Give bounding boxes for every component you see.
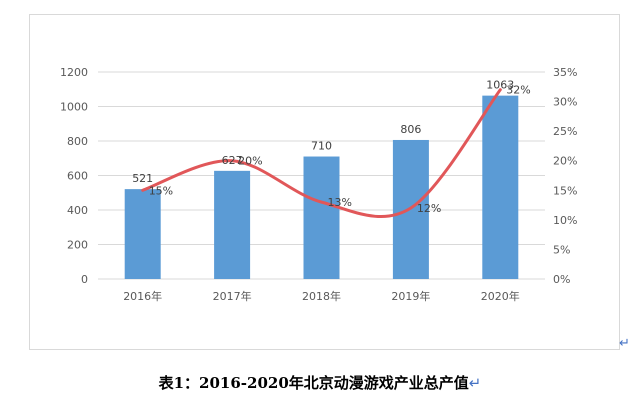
bar-data-label: 806: [400, 123, 421, 136]
x-tick-label: 2018年: [302, 289, 341, 303]
bar-data-label: 627: [222, 154, 243, 167]
combo-chart: 0 200 400 600 800 1000 1200 0% 5% 10% 15% 20% 25% 30%…: [60, 66, 577, 303]
chart-caption: 表1：2016-2020年北京动漫游戏产业总产值↵: [0, 372, 640, 393]
return-mark-icon: ↵: [468, 374, 482, 392]
growth-line: [141, 88, 502, 219]
y-tick-label: 600: [67, 170, 88, 183]
x-tick-label: 2020年: [481, 289, 520, 303]
y2-tick-label: 5%: [553, 243, 570, 256]
line-data-label: 32%: [506, 84, 530, 97]
y2-tick-label: 30%: [553, 96, 577, 109]
caption-text: 表1：2016-2020年北京动漫游戏产业总产值: [158, 374, 469, 392]
y-tick-label: 0: [81, 273, 88, 286]
y2-tick-label: 35%: [553, 66, 577, 79]
line-data-label: 12%: [417, 202, 441, 215]
y2-tick-label: 10%: [553, 214, 577, 227]
bar-data-label: 521: [132, 172, 153, 185]
line-data-label: 13%: [328, 196, 352, 209]
bar: [214, 170, 251, 279]
y2-tick-label: 25%: [553, 125, 577, 138]
y2-tick-label: 20%: [553, 155, 577, 168]
x-tick-label: 2016年: [123, 289, 162, 303]
bar: [482, 95, 519, 279]
bar-data-label: 710: [311, 140, 332, 153]
y-tick-label: 1200: [60, 66, 88, 79]
x-tick-label: 2019年: [391, 289, 430, 303]
line-data-label: 20%: [238, 155, 262, 168]
bar-data-label: 1063: [486, 79, 514, 92]
x-tick-label: 2017年: [213, 289, 252, 303]
bar: [124, 189, 161, 279]
y2-tick-label: 0%: [553, 273, 570, 286]
y-tick-label: 200: [67, 239, 88, 252]
y-tick-label: 1000: [60, 101, 88, 114]
return-mark-icon: ↵: [619, 336, 630, 351]
y2-tick-label: 15%: [553, 184, 577, 197]
line-data-label: 15%: [149, 184, 173, 197]
bar: [303, 156, 340, 279]
y-tick-label: 800: [67, 135, 88, 148]
y-tick-label: 400: [67, 204, 88, 217]
